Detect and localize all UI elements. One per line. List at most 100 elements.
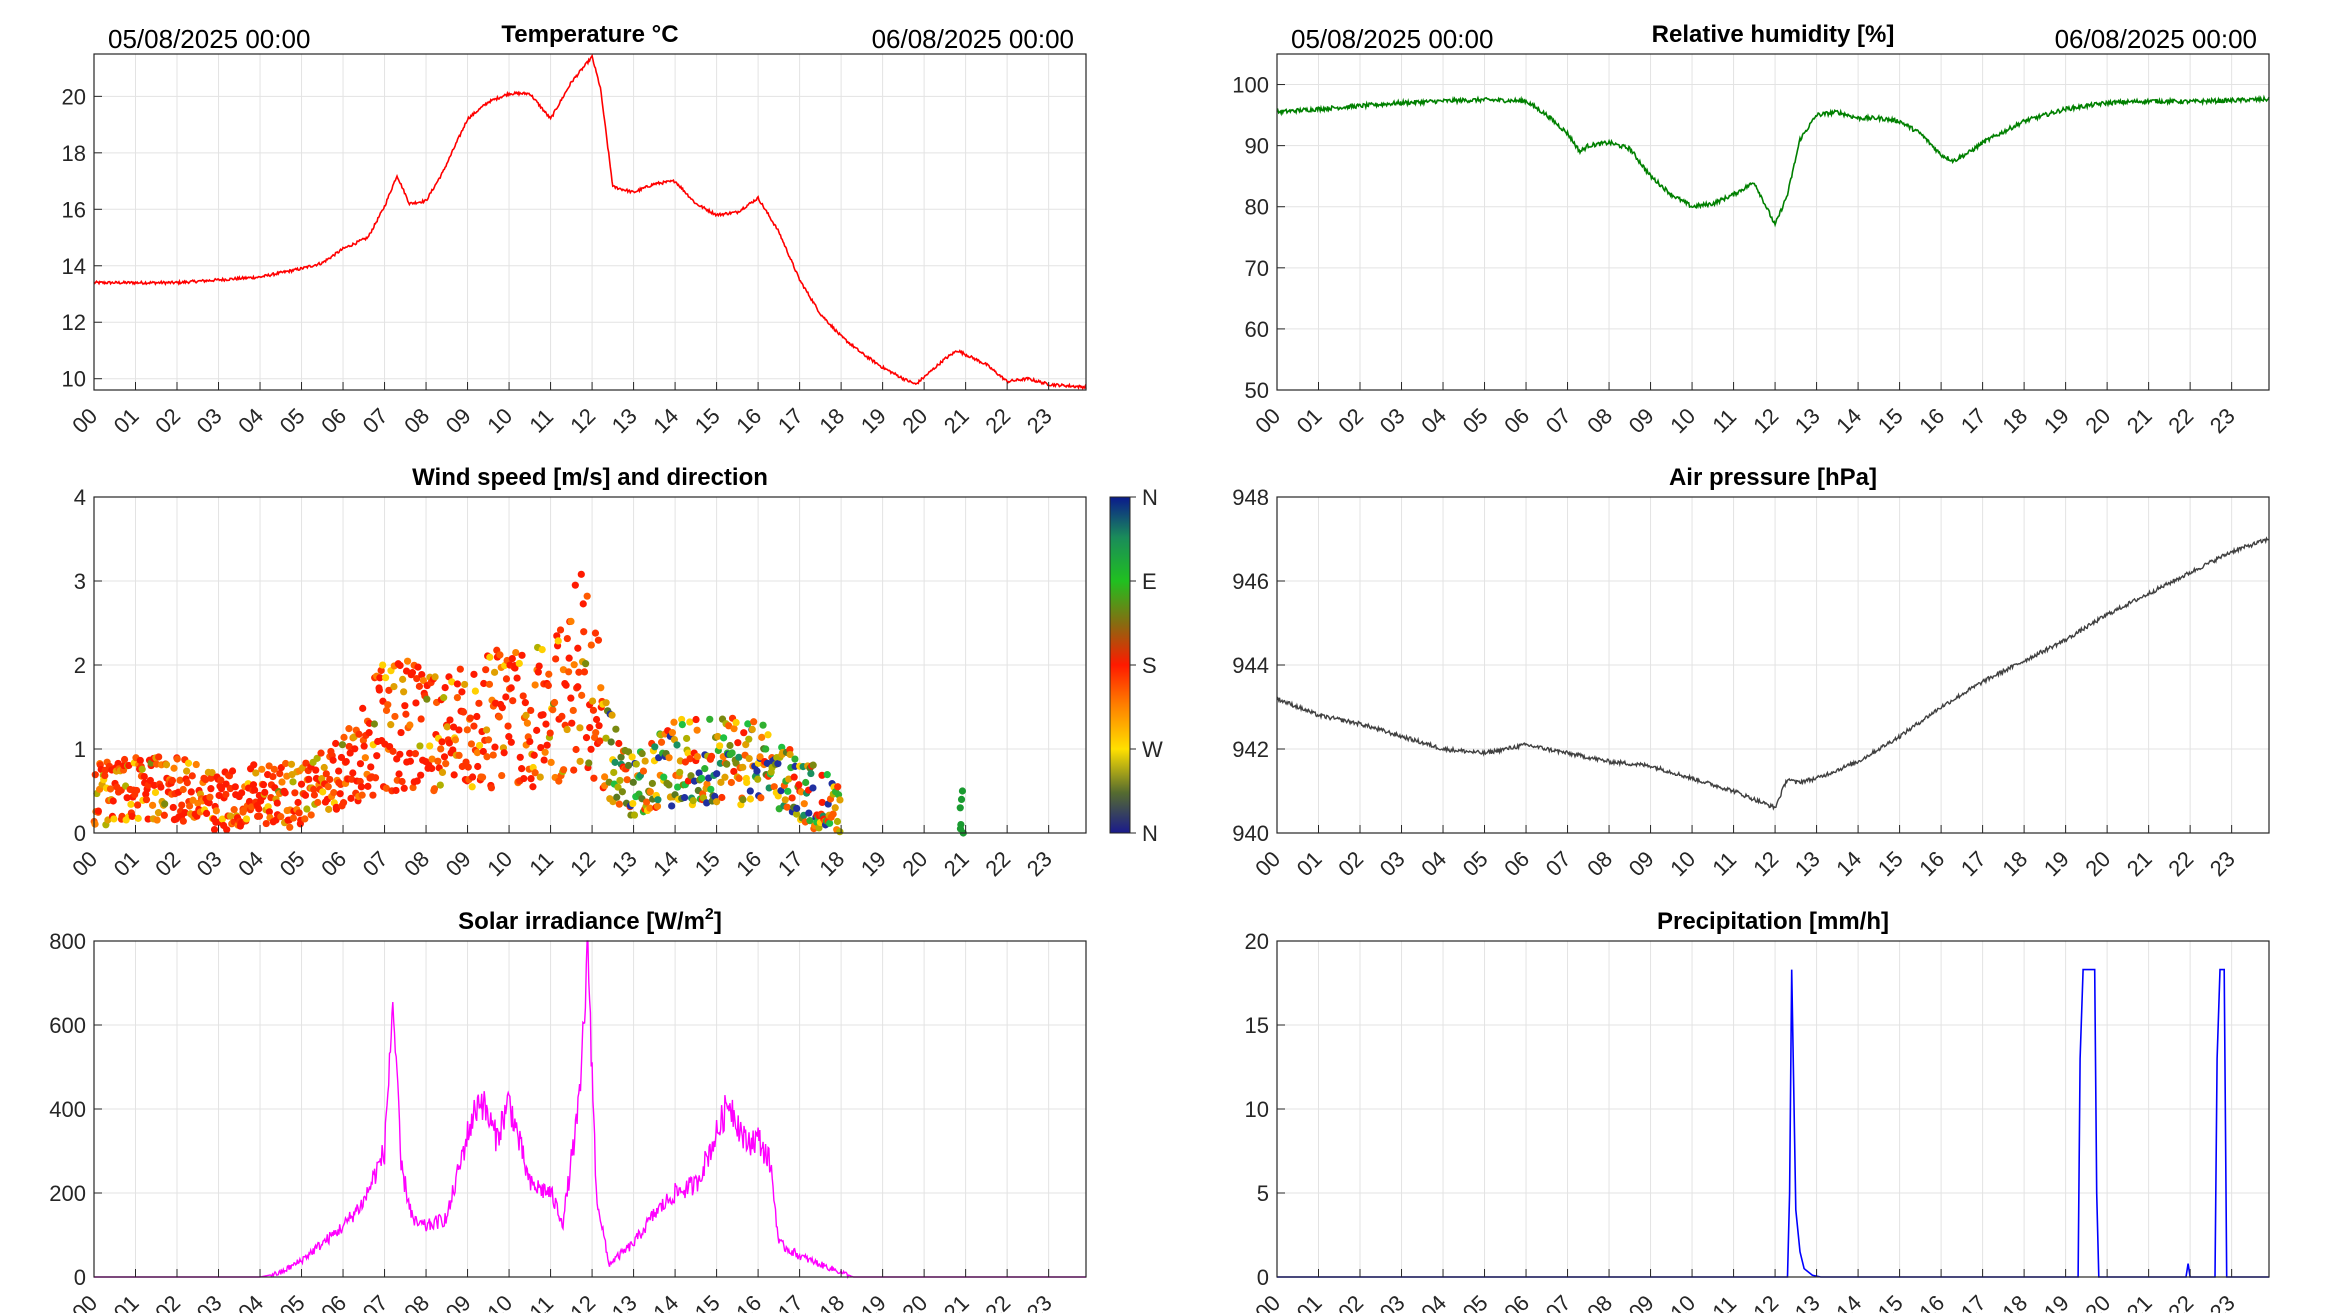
wind-point xyxy=(319,788,327,796)
wind-point xyxy=(486,653,494,661)
wind-point xyxy=(127,800,135,808)
wind-point xyxy=(226,812,234,820)
wind-point xyxy=(329,756,337,764)
wind-point xyxy=(732,718,740,727)
wind-point xyxy=(706,715,714,723)
wind-point xyxy=(784,787,792,795)
wind-point xyxy=(276,770,284,778)
wind-point xyxy=(818,771,826,779)
wind-point xyxy=(792,810,801,818)
wind-point xyxy=(774,760,782,768)
wind-point xyxy=(144,815,152,823)
wind-point xyxy=(601,773,609,781)
wind-point xyxy=(322,770,330,778)
wind-point xyxy=(546,729,554,737)
wind-point xyxy=(560,766,568,774)
wind-point xyxy=(466,714,474,722)
wind-point xyxy=(294,798,302,807)
wind-point xyxy=(523,719,531,727)
wind-point xyxy=(957,795,966,804)
wind-point xyxy=(443,723,451,731)
wind-point xyxy=(623,776,631,784)
wind-point xyxy=(718,793,726,802)
wind-point xyxy=(408,669,417,677)
wind-point xyxy=(448,678,456,686)
wind-point xyxy=(397,728,405,737)
wind-point xyxy=(120,755,129,764)
wind-point xyxy=(807,769,815,778)
wind-point xyxy=(183,779,191,787)
wind-point xyxy=(242,815,251,823)
wind-point xyxy=(136,756,144,765)
wind-point xyxy=(673,783,682,791)
wind-point xyxy=(286,823,294,831)
y-tick-label: 2 xyxy=(74,653,86,678)
wind-point xyxy=(592,715,601,724)
wind-point xyxy=(482,666,490,674)
wind-point xyxy=(726,741,734,750)
wind-point xyxy=(332,739,340,748)
wind-point xyxy=(735,774,743,782)
wind-point xyxy=(826,819,834,827)
y-tick-label: 948 xyxy=(1232,485,1269,510)
wind-point xyxy=(683,734,691,743)
wind-point xyxy=(646,804,654,812)
wind-point xyxy=(689,797,697,805)
wind-point xyxy=(273,799,281,807)
wind-point xyxy=(793,804,801,813)
wind-point xyxy=(653,802,662,810)
wind-point xyxy=(721,773,729,781)
wind-point xyxy=(390,682,398,691)
wind-point xyxy=(643,798,651,806)
wind-point xyxy=(146,776,154,785)
wind-point xyxy=(748,725,756,734)
wind-point xyxy=(757,794,765,802)
wind-point xyxy=(531,681,539,689)
wind-point xyxy=(582,660,590,668)
wind-point xyxy=(396,661,404,670)
wind-point xyxy=(467,740,476,748)
wind-point xyxy=(109,797,117,805)
wind-point xyxy=(441,683,449,692)
wind-point xyxy=(746,787,754,795)
wind-point xyxy=(270,765,278,773)
wind-point xyxy=(648,779,656,788)
wind-point xyxy=(438,738,446,746)
wind-point xyxy=(713,770,721,778)
wind-point xyxy=(339,799,348,807)
wind-point xyxy=(693,726,701,734)
wind-point xyxy=(455,726,463,734)
wind-point xyxy=(291,789,299,797)
wind-point xyxy=(295,809,303,817)
wind-point xyxy=(654,796,662,804)
wind-point xyxy=(401,702,409,710)
wind-point xyxy=(680,793,689,802)
wind-point xyxy=(745,754,753,763)
wind-point xyxy=(134,814,142,822)
wind-point xyxy=(310,785,318,794)
wind-point xyxy=(588,697,597,705)
wind-point xyxy=(723,760,731,768)
wind-point xyxy=(703,780,711,788)
wind-point xyxy=(415,682,424,690)
wind-point xyxy=(582,734,591,742)
wind-point xyxy=(479,747,487,756)
wind-point xyxy=(615,800,623,808)
wind-point xyxy=(338,741,347,749)
y-tick-label: 0 xyxy=(1257,1265,1269,1290)
wind-point xyxy=(101,771,109,780)
wind-point xyxy=(406,749,414,757)
wind-point xyxy=(414,663,422,671)
solar-chart-title: Solar irradiance [W/m2] xyxy=(458,906,722,935)
wind-point xyxy=(470,722,478,730)
wind-point xyxy=(539,711,547,719)
wind-point xyxy=(223,826,231,834)
wind-point xyxy=(125,761,133,770)
wind-point xyxy=(534,668,542,676)
y-tick-label: 200 xyxy=(49,1181,86,1206)
wind-point xyxy=(411,750,419,758)
wind-point xyxy=(483,753,491,761)
wind-point xyxy=(155,753,163,761)
wind-point xyxy=(670,735,679,744)
wind-point xyxy=(614,783,622,791)
